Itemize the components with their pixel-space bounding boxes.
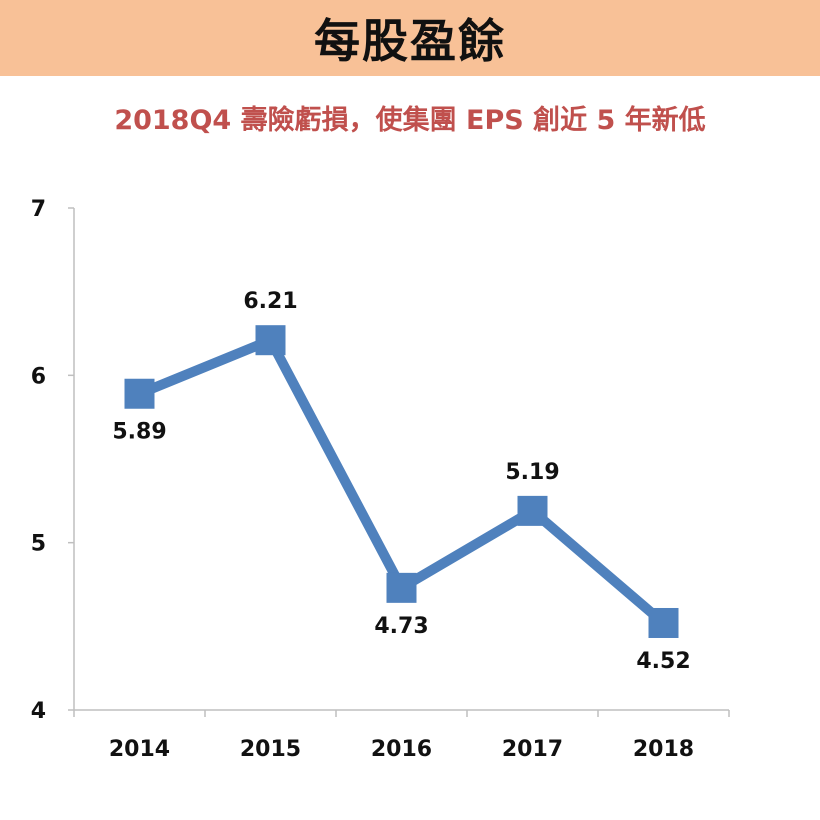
page-title: 每股盈餘 xyxy=(314,14,506,68)
x-tick-label: 2016 xyxy=(371,737,432,762)
chart-labels: 5.89 6.21 4.73 5.19 4.52 xyxy=(112,289,690,674)
x-tick-label: 2014 xyxy=(109,737,170,762)
data-point-marker xyxy=(386,572,417,603)
x-tick-label: 2015 xyxy=(240,737,301,762)
y-tick-label: 5 xyxy=(31,532,46,557)
chart-axes: 4 5 6 7 2014 2015 2016 2017 2018 xyxy=(31,197,730,762)
data-label: 5.89 xyxy=(112,420,166,445)
data-point-marker xyxy=(124,378,155,409)
y-tick-label: 7 xyxy=(31,197,46,222)
x-tick-label: 2017 xyxy=(502,737,563,762)
y-tick-label: 4 xyxy=(31,699,46,724)
data-point-marker xyxy=(517,495,548,526)
chart-subtitle: 2018Q4 壽險虧損，使集團 EPS 創近 5 年新低 xyxy=(114,105,706,136)
data-label: 4.52 xyxy=(636,649,690,674)
data-point-marker xyxy=(255,325,286,356)
chart-plot xyxy=(124,325,679,638)
data-label: 4.73 xyxy=(374,614,428,639)
data-point-marker xyxy=(648,607,679,638)
x-tick-label: 2018 xyxy=(633,737,694,762)
header-band: 每股盈餘 xyxy=(0,0,820,76)
data-label: 5.19 xyxy=(505,460,559,485)
data-label: 6.21 xyxy=(243,289,297,314)
y-tick-label: 6 xyxy=(31,364,46,389)
